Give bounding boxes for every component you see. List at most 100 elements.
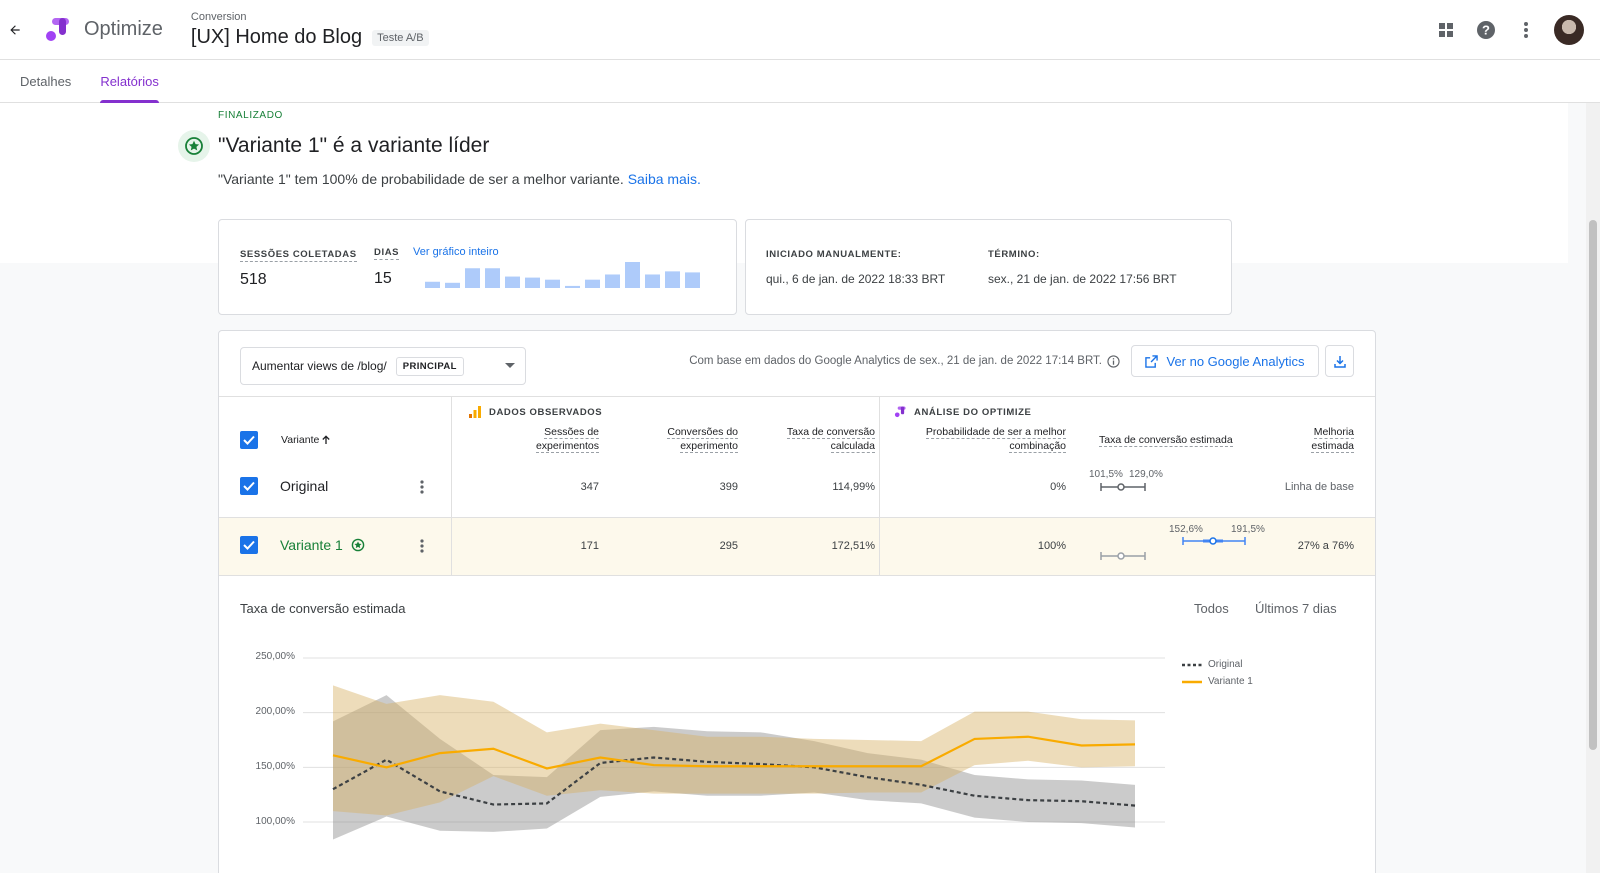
download-button[interactable] [1325,345,1354,377]
chevron-down-icon [505,363,515,368]
data-basis-text: Com base em dados do Google Analytics de… [689,355,1102,367]
solid-line-icon [1182,680,1202,683]
tab-bar: Detalhes Relatórios [0,60,1600,103]
conversion-rate-column-header[interactable]: Taxa de conversão calculada [786,426,875,453]
check-icon [243,435,255,445]
original-checkbox[interactable] [240,477,258,495]
sparkline-bar [425,281,440,288]
open-in-new-icon [1145,354,1159,368]
chart-legend: Original Variante 1 [1182,656,1253,690]
original-variant-name[interactable]: Original [280,478,329,494]
sparkline-bar [645,274,660,288]
tab-reports[interactable]: Relatórios [100,60,159,103]
more-vert-icon [420,480,424,494]
star-circle-icon [185,137,203,155]
sparkline-bar [685,272,700,288]
legend-original[interactable]: Original [1182,656,1253,673]
sessions-column-header[interactable]: Sessões de experimentos [535,426,599,453]
learn-more-link[interactable]: Saiba mais. [627,171,701,187]
variant-1-probability: 100% [1037,540,1066,552]
original-menu-button[interactable] [412,477,432,497]
end-label: TÉRMINO: [988,249,1040,260]
probability-column-header[interactable]: Probabilidade de ser a melhor combinação [925,426,1066,453]
sparkline-bar [625,262,640,288]
variant-1-checkbox[interactable] [240,536,258,554]
original-conversions: 399 [719,481,738,493]
app-name: Optimize [84,18,163,40]
result-description: "Variante 1" tem 100% de probabilidade d… [218,171,701,187]
check-icon [243,481,255,491]
original-ci-high: 129,0% [1129,469,1163,480]
days-value: 15 [374,270,392,287]
conversions-column-header[interactable]: Conversões do experimento [667,426,738,453]
variant-1-menu-button[interactable] [412,536,432,556]
original-sessions: 347 [580,481,599,493]
variant-1-improvement: 27% a 76% [1297,540,1354,552]
series-line-0 [332,756,1136,807]
optimize-logo[interactable]: Optimize [44,17,163,43]
y-tick-label: 250,00% [255,651,295,662]
legend-variant-1[interactable]: Variante 1 [1182,673,1253,690]
back-button[interactable] [2,17,28,43]
start-label: INICIADO MANUALMENTE: [766,249,902,260]
optimize-icon [894,406,906,418]
variant-1-name[interactable]: Variante 1 [280,537,365,553]
sessions-value: 518 [240,271,267,288]
variant-1-ci-low: 152,6% [1169,524,1203,535]
help-icon: ? [1477,21,1495,39]
select-all-checkbox[interactable] [240,431,258,449]
sparkline-bar [665,271,680,288]
leader-star-icon [351,538,365,552]
start-value: qui., 6 de jan. de 2022 18:33 BRT [766,272,946,286]
more-button[interactable] [1506,10,1546,50]
original-rate: 114,99% [832,481,875,493]
check-icon [243,540,255,550]
info-button[interactable] [1107,355,1120,373]
more-vert-icon [420,539,424,553]
tab-details[interactable]: Detalhes [20,74,72,89]
series-line-1 [332,735,1136,770]
objective-select[interactable]: Aumentar views de /blog/ PRINCIPAL [240,347,526,385]
original-interval-bar [1100,483,1146,491]
apps-button[interactable] [1426,10,1466,50]
arrow-up-icon [322,435,331,444]
variant-column-header[interactable]: Variante [281,433,331,447]
page-titles: Conversion [UX] Home do Blog Teste A/B [191,0,429,60]
sparkline-bar [585,279,600,288]
days-label: DIAS [374,247,400,260]
variant-1-rate: 172,51% [831,540,875,552]
original-ci-low: 101,5% [1089,469,1123,480]
apps-grid-icon [1439,23,1453,37]
dotted-line-icon [1182,663,1202,666]
y-tick-label: 100,00% [255,816,295,827]
y-tick-label: 150,00% [255,761,295,772]
full-chart-link[interactable]: Ver gráfico inteiro [413,246,499,258]
sparkline-bar [465,268,480,288]
range-last-7-days-button[interactable]: Últimos 7 dias [1255,601,1337,616]
dates-card: INICIADO MANUALMENTE: qui., 6 de jan. de… [745,219,1232,315]
improvement-column-header[interactable]: Melhoria estimada [1311,426,1354,453]
leader-row-highlight [219,517,1375,575]
page-scrollbar[interactable] [1586,103,1600,873]
daily-sessions-sparkline [425,262,700,288]
sessions-card: SESSÕES COLETADAS 518 DIAS 15 Ver gráfic… [218,219,737,315]
original-improvement: Linha de base [1284,481,1354,493]
variant-1-conversions: 295 [719,540,738,552]
scrollbar-thumb[interactable] [1589,220,1597,750]
range-all-button[interactable]: Todos [1194,601,1229,616]
view-in-analytics-button[interactable]: Ver no Google Analytics [1131,345,1319,377]
user-avatar[interactable] [1554,15,1584,45]
optimize-logo-icon [46,17,69,41]
objective-chip: PRINCIPAL [395,356,464,376]
sparkline-bar [525,277,540,288]
svg-text:?: ? [1482,23,1490,38]
y-tick-label: 200,00% [255,706,295,717]
estimated-rate-chart [303,657,1165,840]
sparkline-bar [505,276,520,288]
original-probability: 0% [1050,481,1066,493]
observed-data-title: DADOS OBSERVADOS [489,406,603,418]
help-button[interactable]: ? [1466,10,1506,50]
breadcrumb[interactable]: Conversion [190,10,247,23]
page-title: [UX] Home do Blog [190,25,363,48]
estimated-rate-column-header[interactable]: Taxa de conversão estimada [1099,434,1233,447]
